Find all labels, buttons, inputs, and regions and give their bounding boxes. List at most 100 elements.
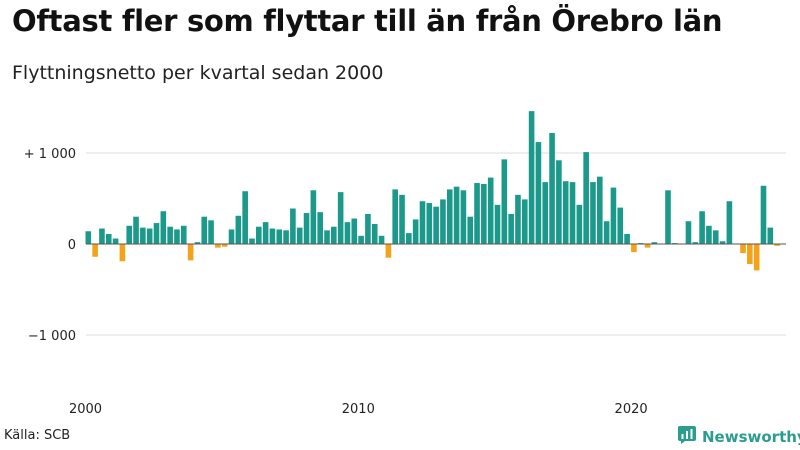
- bar: [501, 159, 508, 244]
- bar: [692, 242, 699, 244]
- newsworthy-brand[interactable]: Newsworthy: [678, 426, 800, 448]
- bar: [412, 219, 419, 244]
- bar: [508, 213, 514, 244]
- bar: [399, 194, 405, 244]
- bar: [562, 181, 569, 244]
- bar: [685, 221, 692, 244]
- bar: [433, 206, 439, 244]
- bar: [515, 194, 521, 244]
- bar: [392, 189, 398, 244]
- bar: [92, 244, 98, 257]
- bar: [99, 228, 105, 244]
- bar: [283, 230, 289, 244]
- bar: [774, 244, 780, 246]
- bar: [583, 152, 589, 244]
- bar: [760, 185, 767, 244]
- bar: [85, 231, 92, 244]
- bar: [112, 238, 119, 244]
- source-label: Källa: SCB: [4, 428, 71, 443]
- x-axis-ticks: 2000 2010 2020: [69, 402, 648, 417]
- bar: [426, 203, 433, 244]
- bar: [358, 235, 364, 244]
- bar: [535, 142, 542, 244]
- bar: [753, 244, 760, 271]
- bar: [324, 230, 330, 244]
- bar: [317, 212, 323, 244]
- bar: [262, 222, 269, 244]
- bar: [215, 244, 221, 248]
- bar: [249, 238, 255, 244]
- bar: [556, 160, 562, 244]
- bar: [467, 216, 474, 244]
- bar: [521, 199, 528, 244]
- bar: [331, 226, 337, 244]
- bar: [221, 244, 228, 247]
- bar: [187, 244, 194, 261]
- y-tick-label: −1 000: [28, 329, 76, 344]
- bar: [644, 244, 651, 248]
- bar: [235, 215, 242, 244]
- bar: [208, 220, 214, 244]
- x-tick-label: 2000: [69, 402, 102, 417]
- bar: [712, 230, 719, 244]
- bar: [385, 244, 392, 258]
- bar: [133, 216, 139, 244]
- bar: [119, 244, 126, 262]
- bar: [726, 201, 733, 244]
- bar: [706, 225, 712, 244]
- bar: [651, 242, 658, 244]
- bar: [344, 222, 351, 244]
- bar: [460, 190, 467, 244]
- bar: [699, 211, 705, 244]
- x-tick-label: 2010: [342, 402, 375, 417]
- bar: [617, 207, 624, 244]
- bar: [494, 204, 501, 244]
- bar: [296, 227, 303, 244]
- bar: [371, 223, 378, 244]
- brand-label: Newsworthy: [702, 428, 800, 446]
- bar: [610, 187, 617, 244]
- bar: [167, 226, 173, 244]
- bar: [631, 244, 637, 253]
- bar: [201, 216, 208, 244]
- bar: [597, 176, 603, 244]
- bar: [180, 225, 187, 244]
- bar: [453, 186, 460, 244]
- bar: [310, 190, 317, 244]
- bar: [440, 199, 446, 244]
- bar: [160, 211, 167, 244]
- bar: [276, 229, 283, 244]
- bars: [85, 111, 780, 271]
- bar: [337, 192, 344, 244]
- bar: [419, 201, 426, 244]
- bar: [105, 233, 112, 244]
- bar: [365, 213, 371, 244]
- bar: [569, 182, 576, 244]
- bar: [228, 229, 235, 244]
- bar: [406, 233, 412, 244]
- bar: [590, 182, 596, 244]
- y-tick-label: 0: [68, 238, 76, 253]
- bar: [549, 132, 555, 244]
- bar: [256, 226, 262, 244]
- bar: [542, 182, 549, 244]
- bar: [351, 218, 358, 244]
- bar: [378, 235, 385, 244]
- bar: [290, 208, 296, 244]
- bar: [603, 221, 610, 244]
- bar: [528, 111, 535, 244]
- bar: [194, 242, 201, 244]
- bar: [146, 228, 153, 244]
- bar: [174, 229, 180, 244]
- chart-subtitle: Flyttningsnetto per kvartal sedan 2000: [12, 62, 384, 84]
- x-tick-label: 2020: [615, 402, 648, 417]
- bar: [665, 190, 671, 244]
- bar: [576, 204, 583, 244]
- bar: [140, 227, 146, 244]
- bar: [153, 223, 160, 244]
- y-axis-ticks: + 1 000 0 −1 000: [24, 147, 76, 344]
- chart-title: Oftast fler som flyttar till än från Öre…: [12, 4, 723, 38]
- bar: [487, 177, 494, 244]
- bar: [624, 233, 630, 244]
